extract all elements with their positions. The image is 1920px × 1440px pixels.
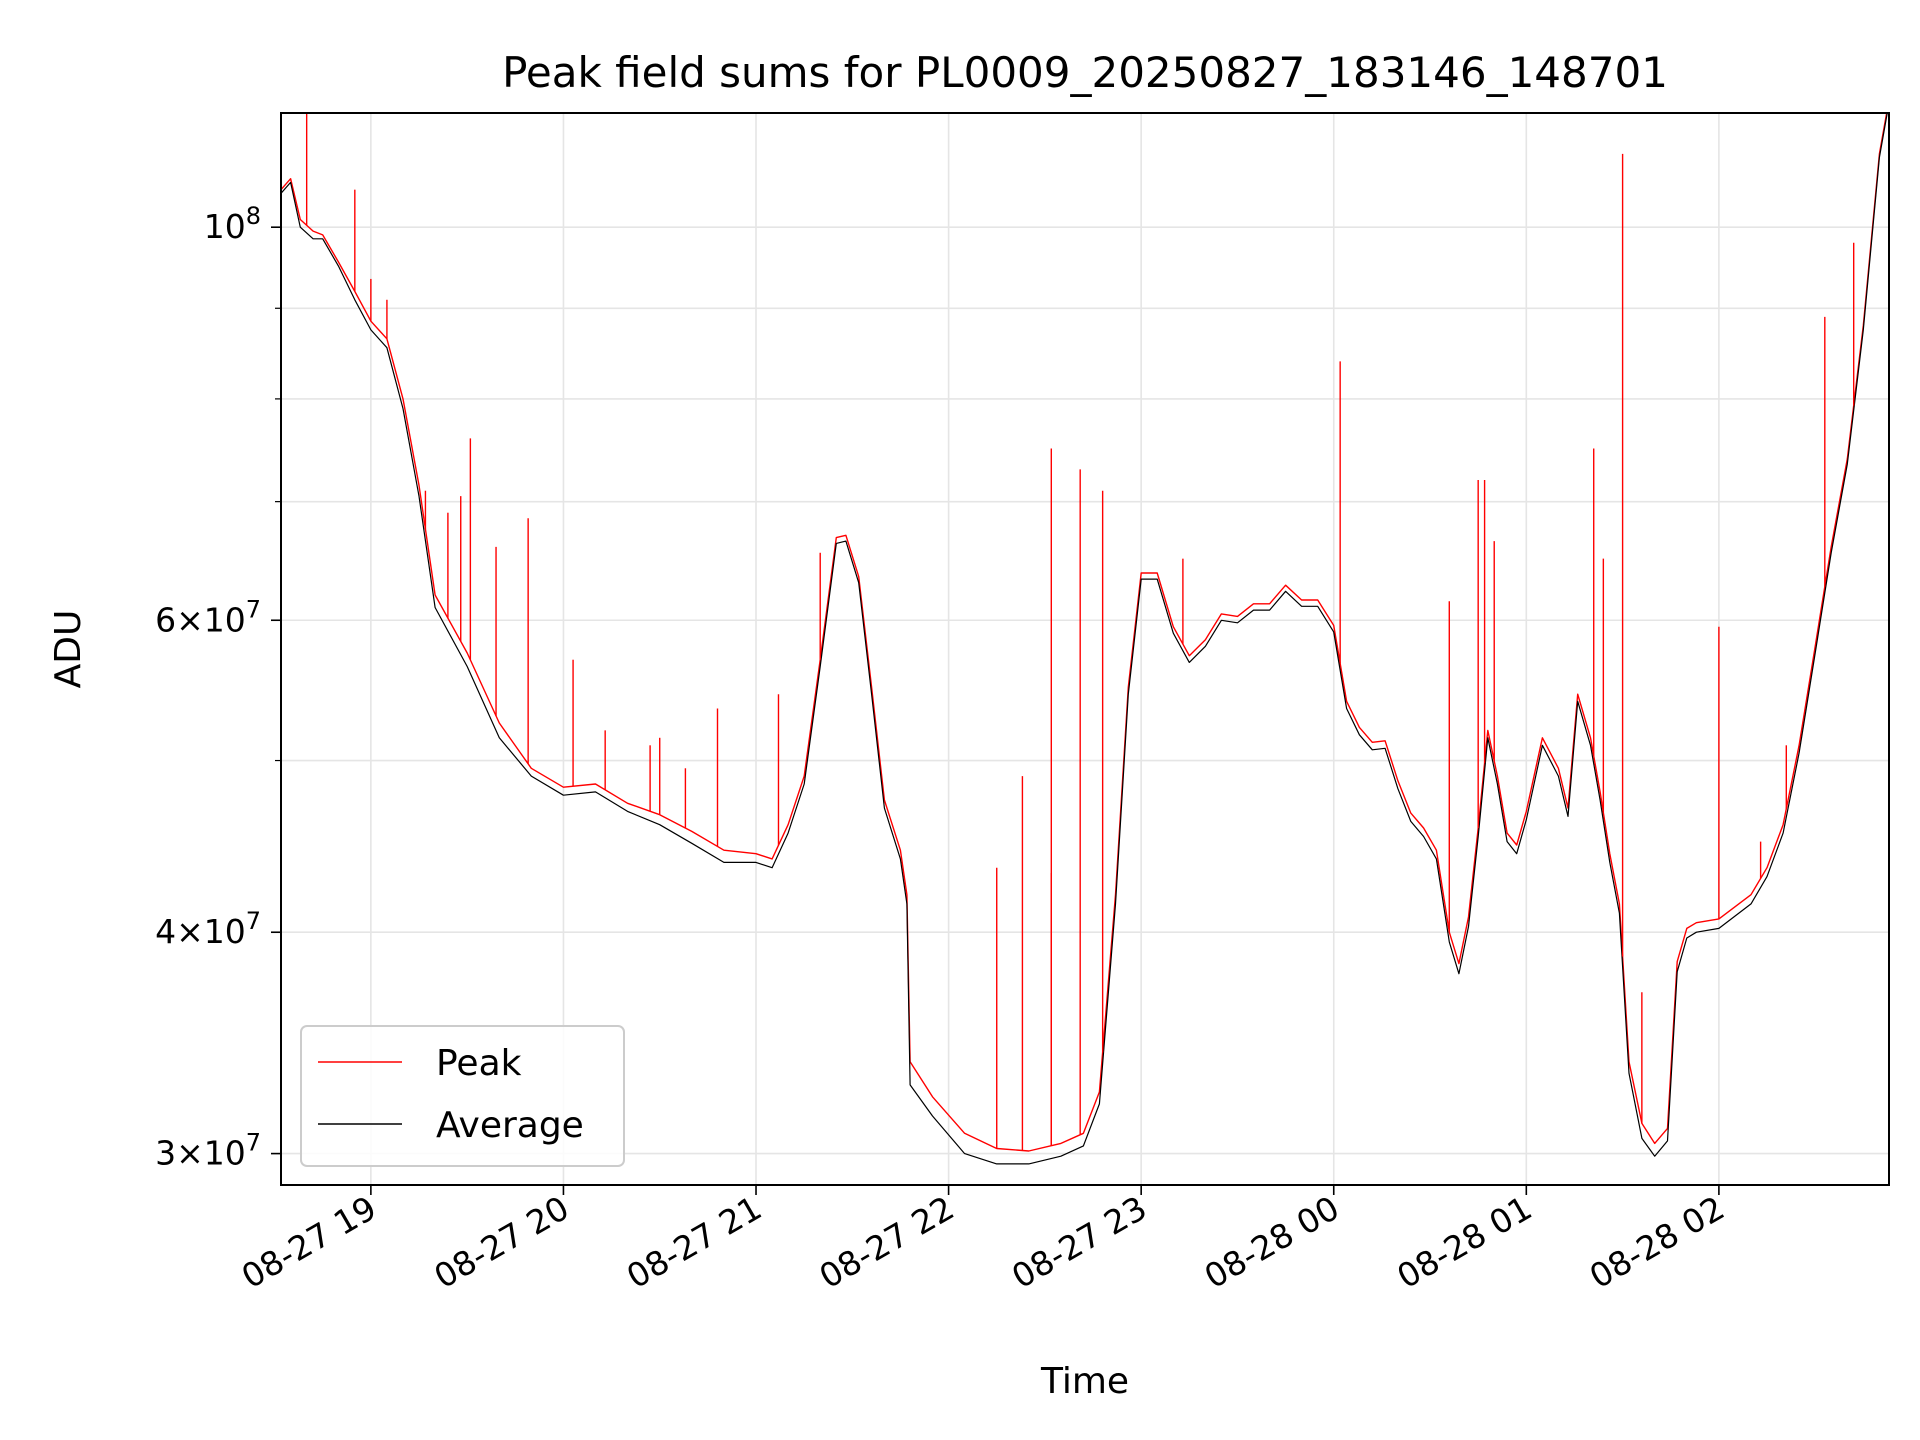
x-axis-label: Time (1040, 1361, 1129, 1402)
chart-title: Peak field sums for PL0009_20250827_1831… (502, 48, 1668, 97)
y-axis-label: ADU (48, 610, 89, 689)
legend: Peak Average (300, 1025, 625, 1167)
series-line-peak (281, 113, 1888, 1152)
series-group (281, 113, 1888, 1165)
y-tick-label-1: 6×107 (155, 595, 261, 639)
legend-label-average: Average (436, 1105, 584, 1146)
y-tick-label-2: 4×107 (155, 907, 261, 951)
series-line-average (281, 113, 1888, 1165)
legend-label-peak: Peak (436, 1043, 522, 1084)
plot-frame (280, 112, 1890, 1186)
plot-series (281, 113, 1888, 1165)
legend-box (300, 1025, 625, 1167)
y-tick-label-3: 3×107 (155, 1129, 261, 1173)
